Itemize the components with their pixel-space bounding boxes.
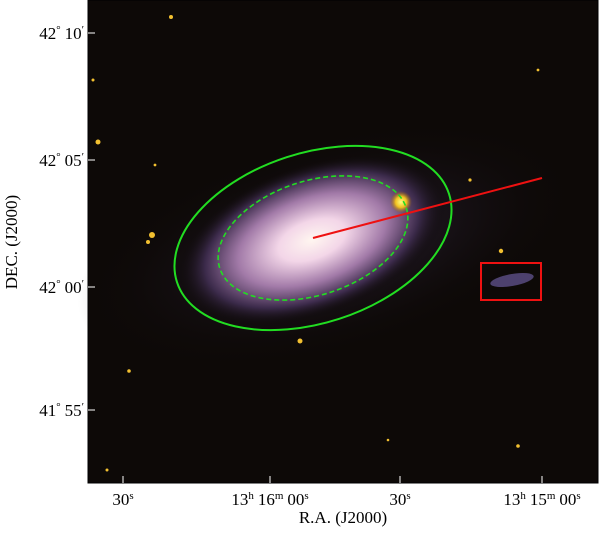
number: 00 (65, 278, 82, 297)
x-axis-label: R.A. (J2000) (299, 508, 387, 527)
number: 42 (39, 278, 56, 297)
unit: ′ (82, 278, 84, 290)
unit: m (275, 490, 284, 502)
number: 15 (530, 490, 547, 509)
sky-image (77, 0, 598, 483)
number: 55 (65, 401, 82, 420)
number: 41 (39, 401, 56, 420)
number: 10 (65, 24, 82, 43)
inner-ellipse (217, 175, 409, 301)
tick-label: 41° 55′ (39, 401, 84, 420)
tick-label: 42° 10′ (39, 24, 84, 43)
unit: s (129, 490, 133, 502)
unit: ′ (82, 151, 84, 163)
unit: ° (56, 401, 60, 413)
red-line (312, 177, 543, 239)
unit: ′ (82, 24, 84, 36)
number: 13 (231, 490, 248, 509)
number: 00 (559, 490, 576, 509)
number: 42 (39, 24, 56, 43)
outer-ellipse (173, 144, 453, 332)
number: 00 (287, 490, 304, 509)
unit: h (248, 490, 254, 502)
unit: s (576, 490, 580, 502)
tick-label: 30s (389, 490, 410, 509)
unit: m (547, 490, 556, 502)
tick-label: 42° 05′ (39, 151, 84, 170)
number: 30 (389, 490, 406, 509)
tick-label: 13h 16m 00s (231, 490, 308, 509)
unit: ° (56, 24, 60, 36)
tick-label: 42° 00′ (39, 278, 84, 297)
overlays (173, 144, 543, 332)
frame (87, 0, 599, 484)
tick-label: 13h 15m 00s (503, 490, 580, 509)
unit: ′ (82, 401, 84, 413)
unit: ° (56, 278, 60, 290)
number: 13 (503, 490, 520, 509)
number: 30 (112, 490, 129, 509)
tick-label: 30s (112, 490, 133, 509)
y-axis-label: DEC. (J2000) (2, 195, 21, 289)
unit: ° (56, 151, 60, 163)
unit: h (520, 490, 526, 502)
red-box (480, 262, 542, 301)
unit: s (406, 490, 410, 502)
number: 16 (258, 490, 275, 509)
unit: s (304, 490, 308, 502)
number: 42 (39, 151, 56, 170)
number: 05 (65, 151, 82, 170)
